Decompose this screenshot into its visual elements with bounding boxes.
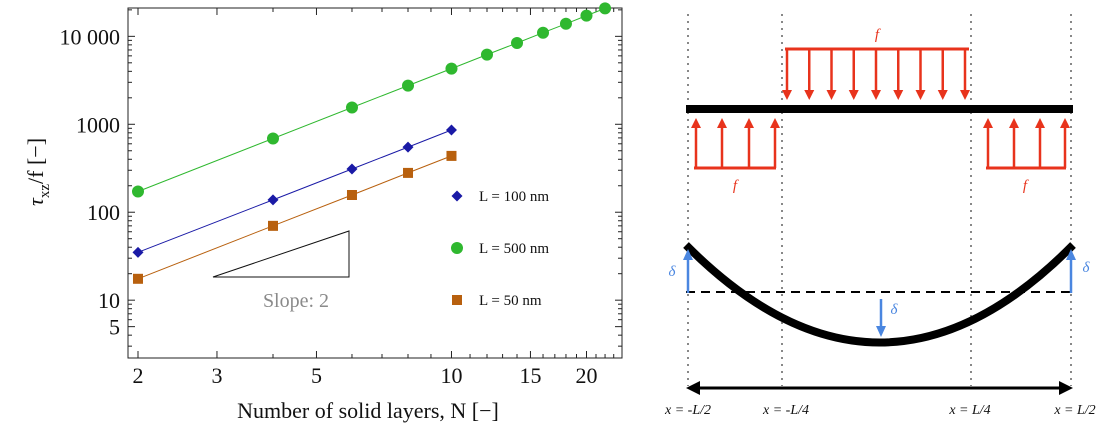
legend: L = 100 nm L = 500 nm L = 50 nm [451, 189, 549, 309]
right-load-arrow-head [1060, 118, 1070, 128]
delta-label-center: δ [891, 302, 899, 318]
y-axis-ticks: 510 100 1000 10 000 [60, 9, 622, 347]
slope-triangle: Slope: 2 [212, 230, 350, 312]
marker-circle [345, 101, 358, 114]
x-tick-label: 15 [519, 363, 541, 388]
fit-line-series-1 [137, 7, 606, 192]
slope-triangle-shape [212, 230, 350, 278]
top-load-arrows [782, 49, 970, 100]
legend-label: L = 50 nm [479, 293, 542, 309]
y-tick-label: 10 [98, 288, 120, 313]
x-label-plus-half: x = L/2 [1053, 403, 1095, 418]
marker-square [403, 167, 414, 178]
x-label-minus-quarter: x = -L/4 [762, 403, 809, 418]
top-load-arrow-head [960, 90, 970, 100]
top-load-arrow-head [915, 90, 926, 100]
legend-marker-circle [451, 242, 463, 254]
right-load-arrows [983, 118, 1070, 168]
marker-diamond [346, 163, 358, 175]
marker-circle [537, 26, 550, 39]
span-dimension-arrow [686, 381, 1073, 395]
left-load-arrow-head [770, 118, 780, 128]
top-load-arrow-head [871, 90, 881, 100]
y-tick-label: 10 000 [60, 24, 121, 49]
marker-square [132, 273, 143, 284]
x-label-minus-half: x = -L/2 [664, 403, 711, 418]
marker-circle [402, 79, 415, 92]
top-load-arrow-head [848, 90, 859, 100]
marker-square [346, 189, 357, 200]
x-axis-ticks: 2 3 5 10 15 20 [132, 8, 623, 388]
slope-label: Slope: 2 [263, 290, 329, 312]
y-tick-label: 5 [109, 315, 120, 340]
beam-diagram: f f f δ δ δ x = -L/2 [664, 14, 1096, 418]
marker-diamond [267, 194, 279, 206]
marker-circle [267, 132, 280, 145]
force-label-top: f [875, 27, 881, 43]
right-support-load [983, 118, 1070, 170]
marker-circle [511, 36, 524, 49]
deflected-beam-curve [683, 242, 1076, 347]
marker-diamond [402, 141, 414, 153]
fit-lines [137, 7, 606, 280]
plot-frame [127, 7, 623, 359]
top-load-arrow-head [937, 90, 948, 100]
span-arrowhead-right [1059, 381, 1073, 395]
legend-label: L = 500 nm [479, 241, 549, 257]
x-tick-label: 5 [311, 363, 322, 388]
marker-circle [131, 185, 144, 198]
x-tick-label: 3 [211, 363, 222, 388]
right-load-arrow-head [1035, 118, 1045, 128]
data-markers [131, 2, 612, 284]
top-distributed-load [782, 47, 970, 100]
left-load-arrow-head [691, 118, 701, 128]
x-axis-label: Number of solid layers, N [−] [237, 398, 499, 423]
x-label-plus-quarter: x = L/4 [948, 403, 990, 418]
marker-circle [559, 17, 572, 30]
right-load-arrow-head [1009, 118, 1019, 128]
right-load-arrow-head [983, 118, 993, 128]
delta-arrowhead-right [1066, 249, 1076, 260]
top-load-arrow-head [782, 90, 792, 100]
marker-diamond [445, 124, 457, 136]
force-label-right: f [1023, 178, 1029, 194]
delta-label-left: δ [669, 264, 677, 280]
top-load-arrow-head [826, 90, 837, 100]
marker-circle [599, 2, 612, 15]
y-axis-label: τxz/f [−] [23, 138, 53, 206]
y-tick-label: 1000 [76, 112, 120, 137]
top-load-arrow-head [804, 90, 815, 100]
x-tick-label: 20 [575, 363, 597, 388]
marker-circle [580, 9, 593, 22]
y-axis-label-subscript: xz [37, 184, 53, 199]
legend-marker-square [452, 295, 462, 305]
marker-circle [445, 62, 458, 75]
marker-square [268, 220, 279, 231]
marker-circle [480, 48, 493, 61]
delta-arrowhead-left [683, 249, 693, 260]
left-load-arrows [691, 118, 780, 168]
delta-arrowhead-center [876, 326, 886, 337]
x-tick-label: 10 [440, 363, 462, 388]
force-label-left: f [733, 178, 739, 194]
y-tick-label: 100 [87, 200, 120, 225]
marker-square [446, 150, 457, 161]
left-support-load [691, 118, 780, 170]
delta-label-right: δ [1083, 260, 1091, 276]
legend-label: L = 100 nm [479, 189, 549, 205]
span-arrowhead-left [686, 381, 700, 395]
legend-marker-diamond [451, 190, 463, 202]
x-tick-label: 2 [132, 363, 143, 388]
left-load-arrow-head [744, 118, 754, 128]
y-axis-label-tau: τ [23, 197, 48, 206]
left-load-arrow-head [717, 118, 727, 128]
deflection-arrows [683, 249, 1076, 337]
y-axis-label-rest: /f [−] [23, 138, 48, 184]
top-load-arrow-head [893, 90, 904, 100]
marker-diamond [132, 246, 144, 258]
